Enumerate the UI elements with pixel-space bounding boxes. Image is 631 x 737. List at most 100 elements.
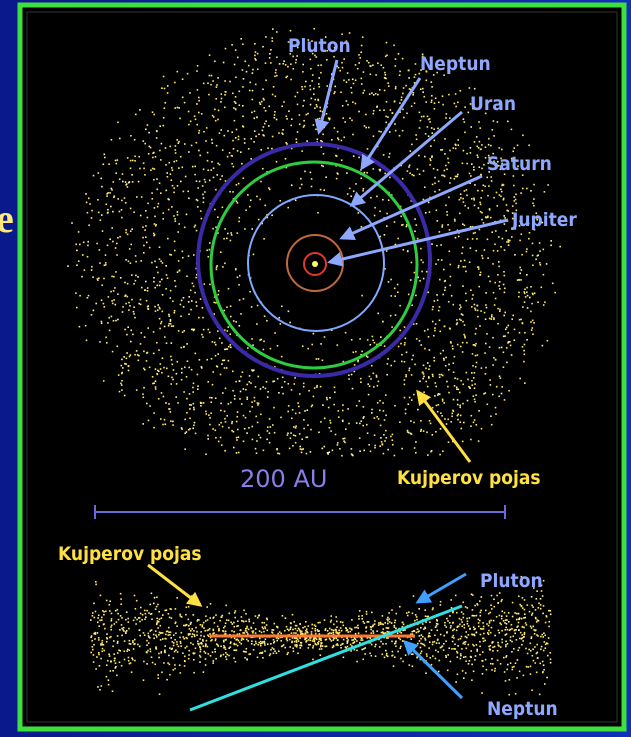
dot <box>342 409 344 412</box>
dot <box>215 86 218 88</box>
dot <box>464 335 466 337</box>
dot <box>241 125 244 127</box>
dot <box>379 623 382 625</box>
dot <box>198 99 200 102</box>
dot <box>179 117 181 120</box>
dot <box>457 418 459 421</box>
dot <box>166 630 169 633</box>
dot <box>427 336 430 338</box>
dot <box>330 329 333 331</box>
dot <box>473 398 476 401</box>
dot <box>262 348 265 351</box>
dot <box>211 639 213 641</box>
dot <box>409 172 411 174</box>
dot <box>431 308 434 311</box>
dot <box>498 614 501 617</box>
dot <box>446 617 448 620</box>
dot <box>442 103 444 106</box>
dot <box>377 624 380 626</box>
dot <box>322 404 324 406</box>
dot <box>388 612 390 614</box>
dot <box>456 656 459 658</box>
dot <box>120 624 123 626</box>
dot <box>149 146 152 149</box>
dot <box>497 307 499 310</box>
dot <box>439 428 442 430</box>
dot <box>310 428 312 431</box>
dot <box>92 648 94 651</box>
dot <box>303 124 306 127</box>
dot <box>336 626 338 628</box>
dot <box>295 141 298 143</box>
dot <box>182 256 184 259</box>
dot <box>489 631 492 634</box>
dot <box>496 649 499 652</box>
dot <box>162 117 165 119</box>
dot <box>263 640 266 643</box>
dot <box>456 403 459 406</box>
dot <box>526 294 529 297</box>
dot <box>221 175 223 177</box>
dot <box>281 132 283 134</box>
dot <box>478 410 480 412</box>
dot <box>505 645 507 648</box>
dot <box>394 86 397 88</box>
dot <box>466 399 469 402</box>
dot <box>116 635 119 637</box>
dot <box>287 41 290 43</box>
dot <box>490 176 492 178</box>
dot <box>282 129 284 131</box>
dot <box>312 395 315 398</box>
dot <box>223 367 226 369</box>
dot <box>500 392 503 395</box>
dot <box>289 437 292 440</box>
dot <box>127 621 130 623</box>
dot <box>542 636 544 638</box>
dot <box>544 643 547 646</box>
dot <box>176 139 178 141</box>
dot <box>285 142 287 144</box>
dot <box>148 145 151 148</box>
dot <box>245 647 248 650</box>
dot <box>289 53 292 55</box>
dot <box>462 118 465 120</box>
dot <box>227 287 230 290</box>
dot <box>428 211 431 213</box>
dot <box>268 188 271 191</box>
dot <box>280 645 283 648</box>
dot <box>466 238 469 240</box>
dot <box>424 609 426 611</box>
dot <box>263 315 266 317</box>
dot <box>262 97 265 100</box>
dot <box>235 268 237 270</box>
dot <box>177 402 179 404</box>
dot <box>321 359 324 362</box>
dot <box>118 661 121 664</box>
dot <box>469 627 471 630</box>
dot <box>204 652 207 654</box>
dot <box>186 637 188 640</box>
dot <box>388 618 390 620</box>
dot <box>144 174 146 176</box>
dot <box>171 167 173 169</box>
dot <box>456 343 459 346</box>
dot <box>314 107 316 109</box>
dot <box>248 427 250 429</box>
dot <box>170 617 173 619</box>
dot <box>203 650 206 653</box>
dot <box>294 61 297 64</box>
dot <box>365 630 367 633</box>
dot <box>429 635 431 638</box>
dot <box>273 648 275 650</box>
dot <box>418 72 421 75</box>
dot <box>503 291 506 294</box>
dot <box>501 598 503 601</box>
dot <box>504 634 507 636</box>
dot <box>522 674 525 677</box>
dot <box>200 634 202 637</box>
dot <box>532 293 534 296</box>
dot <box>533 292 536 295</box>
dot <box>194 224 197 227</box>
dot <box>484 112 487 115</box>
dot <box>147 632 150 635</box>
